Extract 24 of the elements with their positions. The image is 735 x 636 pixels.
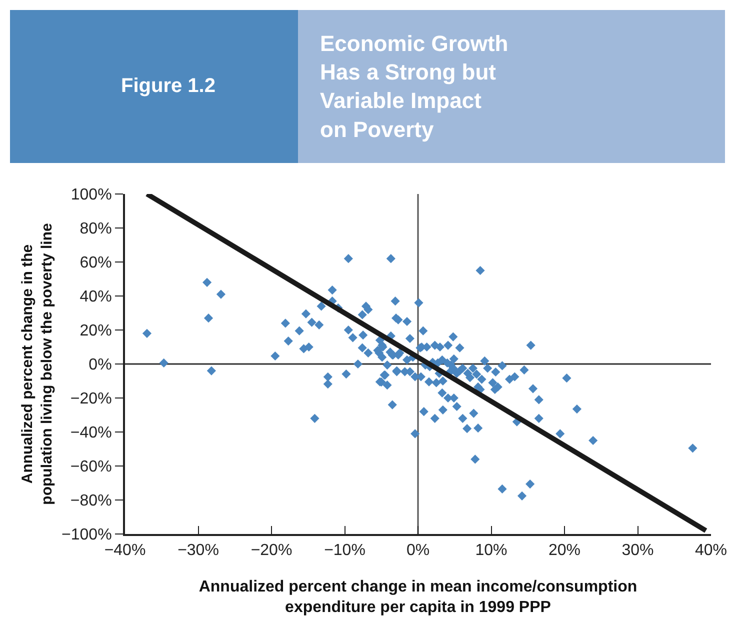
x-tick-label: 20% <box>548 542 581 560</box>
y-tick-label: 100% <box>70 186 112 204</box>
y-tick-label: 60% <box>80 254 112 272</box>
x-tick-label: −40% <box>104 542 146 560</box>
y-tick-label: 40% <box>80 288 112 306</box>
y-tick-label: 80% <box>80 220 112 238</box>
y-tick-label: 0% <box>88 356 112 374</box>
chart-subtitle: Economic Growth Has a Strong but Variable Impact on Poverty <box>320 31 508 142</box>
chart-title: Figure 1.2 <box>121 75 216 97</box>
x-tick-label: −20% <box>250 542 292 560</box>
x-tick-label: 10% <box>475 542 508 560</box>
y-tick-label: −60% <box>70 458 112 476</box>
y-tick-label: −20% <box>70 390 112 408</box>
x-axis-title: Annualized percent change in mean income/consumption expenditure per capita in 1999 PPP <box>198 578 638 616</box>
x-tick-label: 40% <box>694 542 728 560</box>
y-tick-label: −80% <box>70 492 112 510</box>
y-tick-label: 20% <box>80 322 112 340</box>
x-tick-label: 30% <box>622 542 654 560</box>
y-tick-label: −100% <box>62 526 112 544</box>
x-tick-label: −30% <box>178 542 219 560</box>
y-axis-title: Annualized percent change in the population living below the poverty line <box>18 223 56 505</box>
x-tick-label: −10% <box>324 542 366 560</box>
x-tick-label: 0% <box>406 542 430 560</box>
y-tick-label: −40% <box>70 424 112 442</box>
